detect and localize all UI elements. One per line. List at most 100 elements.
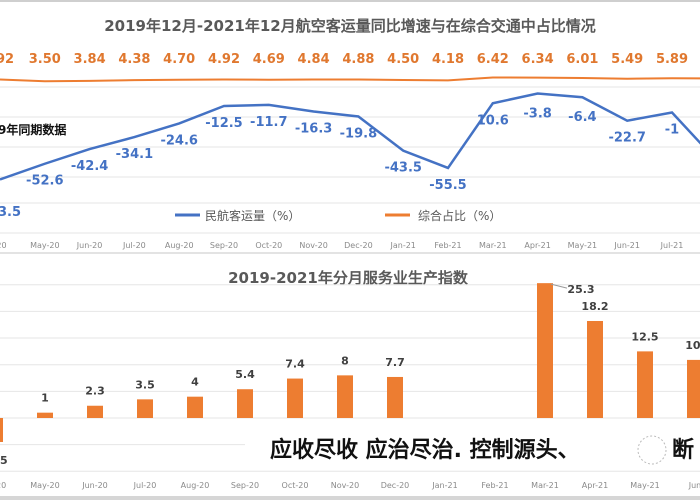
caption-background — [245, 428, 700, 468]
x-tick-label: Aug-20 — [181, 481, 210, 490]
data-label-blue: -1 — [665, 122, 679, 137]
data-label-orange: 4.50 — [387, 52, 419, 67]
data-label-orange: 4.38 — [118, 52, 150, 67]
caption-text: 应收尽收 应治尽治. 控制源头、 — [270, 437, 580, 463]
data-label-blue: -19.8 — [340, 127, 377, 142]
bar-label: 7.7 — [385, 356, 405, 369]
data-label-blue: -11.7 — [250, 115, 287, 130]
top-chart-title: 2019年12月-2021年12月航空客运量同比增速与在综合交通中占比情况 — [104, 17, 595, 35]
data-label-orange: 5.49 — [611, 52, 643, 67]
x-tick-label: Jul-20 — [133, 481, 157, 490]
data-label-blue: -22.7 — [608, 131, 645, 146]
bar — [187, 396, 203, 418]
bar-label: 5 — [0, 454, 8, 467]
x-tick-label: Oct-20 — [255, 241, 282, 250]
x-tick-label: Mar-21 — [479, 241, 507, 250]
data-label-orange: 4.70 — [163, 52, 195, 67]
data-label-orange: 4.69 — [253, 52, 285, 67]
x-tick-label: May-21 — [568, 241, 597, 250]
data-label-blue: -12.5 — [205, 116, 242, 131]
annotation-text: 9年同期数据 — [0, 122, 66, 137]
series-line-blue — [0, 92, 700, 181]
bar-label: 8 — [341, 354, 349, 367]
bar — [237, 389, 253, 418]
bar-label: 7.4 — [285, 358, 305, 371]
data-label-orange: 4.88 — [342, 52, 374, 67]
data-label-blue: -24.6 — [160, 133, 197, 148]
x-tick-label: -20 — [0, 241, 7, 250]
legend: 民航客运量（%） 综合占比（%） — [175, 208, 501, 223]
x-tick-label: Feb-21 — [434, 241, 461, 250]
data-label-blue: -6.4 — [568, 110, 596, 125]
data-label-orange: 5.89 — [656, 52, 688, 67]
series-line-orange — [0, 76, 700, 83]
top-border — [0, 0, 700, 2]
x-tick-label: Sep-20 — [210, 241, 238, 250]
data-label-orange: 6.34 — [522, 52, 554, 67]
x-tick-label: Dec-20 — [381, 481, 410, 490]
bar — [337, 375, 353, 418]
legend-label-orange: 综合占比（%） — [418, 208, 501, 223]
x-tick-label: Dec-20 — [344, 241, 373, 250]
watermark-logo-icon — [637, 435, 667, 465]
data-label-orange: 3.84 — [74, 52, 106, 67]
x-tick-label: Apr-21 — [524, 241, 550, 250]
data-label-blue: -16.3 — [295, 121, 332, 136]
x-tick-label: Mar-21 — [531, 481, 559, 490]
data-label-orange: 4.92 — [208, 52, 240, 67]
bar — [387, 376, 403, 418]
bar-label: 2.3 — [85, 385, 105, 398]
bar — [137, 399, 153, 418]
bar — [87, 405, 103, 418]
data-label-blue: 3.5 — [0, 205, 21, 220]
data-label-blue: -55.5 — [429, 178, 466, 193]
data-label-orange: 92 — [0, 52, 14, 67]
legend-label-blue: 民航客运量（%） — [205, 208, 300, 223]
bar-label: 12.5 — [631, 330, 658, 343]
bar-label: 25.3 — [567, 283, 594, 296]
data-label-orange: 6.01 — [566, 52, 598, 67]
x-tick-label: Aug-20 — [165, 241, 194, 250]
bar — [287, 378, 303, 418]
data-label-blue: -52.6 — [26, 174, 63, 189]
bar — [687, 359, 700, 418]
x-tick-label: May-21 — [630, 481, 659, 490]
x-tick-label: Jun-20 — [76, 241, 103, 250]
chart-divider — [0, 252, 700, 254]
bar-label: 5.4 — [235, 368, 255, 381]
x-tick-label: Feb-21 — [481, 481, 508, 490]
bar-label: 1 — [41, 392, 49, 405]
bottom-border — [0, 496, 700, 500]
x-tick-label: Jul-20 — [122, 241, 146, 250]
bottom-chart-title: 2019-2021年分月服务业生产指数 — [228, 269, 469, 287]
x-tick-label: Jun-20 — [81, 481, 108, 490]
x-tick-label: Jun-21 — [613, 241, 640, 250]
x-tick-label: Nov-20 — [331, 481, 359, 490]
x-tick-label: Nov-20 — [299, 241, 327, 250]
bar-label: 10. — [685, 339, 700, 352]
x-tick-label: Jan-21 — [431, 481, 457, 490]
x-tick-label: Jun — [688, 481, 700, 490]
bar-label: 18.2 — [581, 300, 608, 313]
x-tick-label: 20 — [0, 481, 6, 490]
data-label-orange: 6.42 — [477, 52, 509, 67]
caption-tail: 断 — [672, 437, 694, 463]
data-label-orange: 4.84 — [298, 52, 330, 67]
data-label-blue: -34.1 — [116, 147, 153, 162]
data-label-blue: -42.4 — [71, 159, 108, 174]
data-label-orange: 3.50 — [29, 52, 61, 67]
data-label-blue: 10.6 — [477, 113, 509, 128]
bar-label: 3.5 — [135, 378, 155, 391]
x-tick-label: Sep-20 — [231, 481, 259, 490]
data-label-orange: 4.18 — [432, 52, 464, 67]
bar — [587, 320, 603, 418]
data-label-blue: -43.5 — [384, 161, 421, 176]
x-tick-label: Oct-20 — [282, 481, 309, 490]
x-tick-label: Jan-21 — [389, 241, 415, 250]
bar — [37, 412, 53, 418]
bar — [0, 418, 3, 442]
data-label-blue: -3.8 — [523, 106, 551, 121]
x-tick-label: May-20 — [30, 241, 59, 250]
x-tick-label: Jul-21 — [660, 241, 684, 250]
